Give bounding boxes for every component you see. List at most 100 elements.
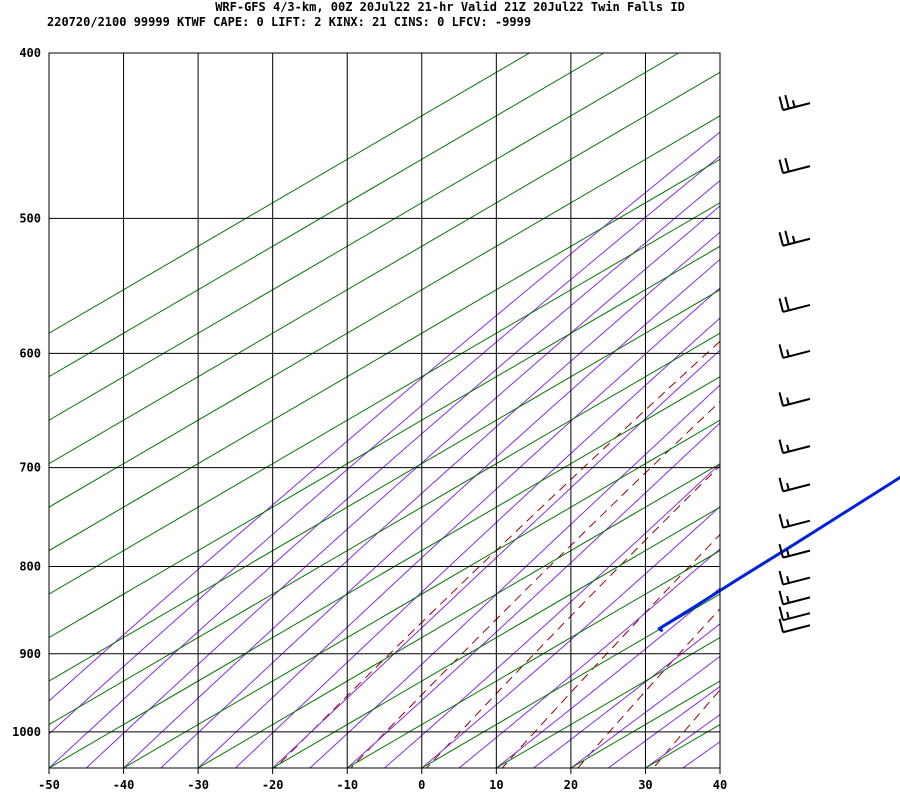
wind-barb-half-flag	[786, 611, 790, 619]
wind-barb	[778, 344, 811, 359]
dry-adiabat-line	[501, 533, 720, 768]
skewed-isotherm-line	[123, 419, 720, 768]
moist-adiabat-line	[384, 463, 720, 768]
wind-barb-staff	[782, 576, 811, 586]
x-tick-label: -20	[262, 778, 284, 792]
y-tick-label: 500	[19, 211, 41, 225]
x-tick-label: 40	[713, 778, 727, 792]
wind-barb	[778, 392, 811, 407]
wind-barb-staff	[782, 549, 811, 559]
x-tick-label: -50	[38, 778, 60, 792]
wind-barb-half-flag	[786, 595, 790, 604]
wind-barb-staff	[782, 237, 811, 247]
wind-barb-half-flag	[786, 519, 790, 527]
x-tick-label: 30	[638, 778, 652, 792]
plot-area	[49, 53, 720, 768]
wind-barb	[778, 296, 811, 313]
skewed-isotherm-line	[346, 550, 720, 768]
wind-barb	[778, 618, 811, 634]
y-tick-label: 400	[19, 46, 41, 60]
wind-barb-flag	[778, 543, 784, 558]
wind-barb-staff	[782, 397, 811, 407]
wind-barb-flag	[778, 392, 784, 407]
skewed-isotherm-line	[49, 376, 720, 768]
wind-barb	[778, 94, 811, 112]
wind-barb-flag	[784, 296, 790, 311]
wind-barb-flag	[778, 513, 784, 528]
moist-adiabat-line	[495, 587, 720, 768]
skewed-isotherm-line	[49, 53, 530, 334]
x-tick-label: -40	[113, 778, 135, 792]
wind-barb-flag	[778, 159, 784, 174]
wind-barb-flag	[778, 477, 784, 492]
wind-barb-flag	[778, 570, 784, 585]
wind-barb-staff	[782, 519, 811, 529]
wind-barb-flag	[784, 230, 790, 245]
skewed-isotherm-line	[869, 53, 900, 768]
wind-barb-flag	[778, 618, 784, 633]
dry-adiabat-line	[880, 53, 900, 768]
wind-barb-staff	[782, 596, 811, 606]
skewed-isotherm-line	[49, 158, 720, 552]
skewed-isotherm-line	[49, 53, 679, 421]
dry-adiabat-line	[729, 53, 900, 768]
wind-barb-flag	[784, 157, 790, 172]
moist-adiabat-line	[85, 205, 720, 768]
wind-barb	[778, 439, 811, 455]
skewed-isotherm-line	[49, 245, 720, 639]
moist-adiabat-line	[346, 422, 720, 768]
plot-frame	[48, 52, 721, 769]
wind-barb-half-flag	[791, 235, 796, 244]
x-tick-label: -30	[187, 778, 209, 792]
wind-barb-half-flag	[786, 444, 790, 452]
skewed-isotherm-line	[197, 463, 720, 768]
wind-barb-staff	[782, 165, 811, 175]
wind-barb-staff	[782, 303, 811, 313]
wind-barb-half-flag	[786, 549, 790, 557]
y-tick-label: 600	[19, 346, 41, 360]
moist-adiabat-line	[49, 179, 720, 768]
x-tick-label: 20	[564, 778, 578, 792]
background-lines	[49, 53, 900, 768]
moist-adiabat-line	[197, 287, 720, 768]
moist-adiabat-line	[533, 623, 720, 768]
moist-adiabat-line	[719, 767, 720, 768]
skewed-isotherm-line	[49, 115, 720, 508]
wind-barb-staff	[782, 483, 811, 493]
dry-adiabat-line	[350, 400, 720, 768]
wind-barb	[778, 230, 811, 247]
wind-barb-flag	[778, 606, 784, 621]
skewed-isotherm-line	[49, 332, 720, 726]
moist-adiabat-line	[795, 53, 900, 768]
moist-adiabat-line	[272, 349, 720, 768]
skewed-isotherm-line	[272, 506, 720, 768]
x-tick-label: 10	[489, 778, 503, 792]
wind-barb	[778, 477, 811, 493]
wind-barb-flag	[778, 439, 784, 454]
sounding-info-line: 220720/2100 99999 KTWF CAPE: 0 LIFT: 2 K…	[47, 15, 531, 29]
chart-title: WRF-GFS 4/3-km, 00Z 20Jul22 21-hr Valid …	[215, 0, 685, 14]
skewed-isotherm-line	[49, 71, 720, 465]
x-tick-label: 0	[418, 778, 425, 792]
y-tick-label: 900	[19, 647, 41, 661]
wind-barb-flag	[778, 96, 784, 111]
y-tick-label: 800	[19, 560, 41, 574]
wind-barb-staff	[782, 102, 811, 112]
moist-adiabat-line	[607, 685, 720, 768]
wind-barb-staff	[782, 612, 811, 622]
moist-adiabat-line	[458, 548, 720, 768]
x-tick-label: -10	[336, 778, 358, 792]
wind-barb	[778, 543, 811, 559]
wind-barb-flag	[784, 94, 790, 109]
wind-barb-staff	[782, 349, 811, 359]
moist-adiabat-line	[160, 258, 720, 768]
wind-barb-flag	[778, 344, 784, 359]
skewed-isotherm-line	[496, 636, 720, 768]
skewed-isotherm-line	[421, 593, 720, 768]
wind-barb	[778, 590, 811, 606]
skewed-isotherm-line	[49, 202, 720, 595]
wind-barb-flag	[778, 298, 784, 313]
dry-adiabat-line	[275, 340, 720, 768]
wind-barb-flag	[778, 231, 784, 247]
